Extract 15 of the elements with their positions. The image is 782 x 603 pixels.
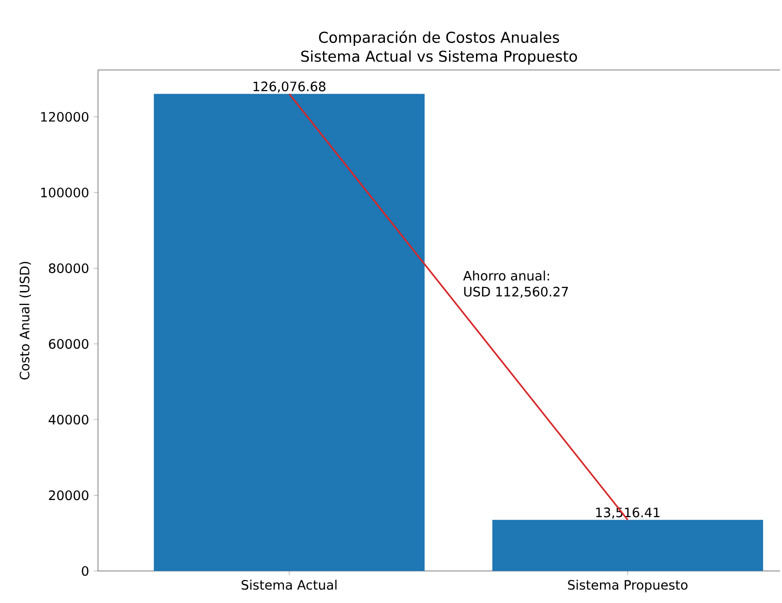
annotation: Ahorro anual:	[463, 270, 550, 281]
data-label: 126,076.68	[254, 82, 326, 93]
annotation: USD 112,560.27	[464, 286, 568, 298]
y-tick-label: 20000	[48, 490, 88, 500]
x-tick-label: Sistema Actual	[242, 580, 336, 590]
chart-subtitle: Sistema Actual vs Sistema Propuesto	[301, 50, 577, 65]
y-tick-label: 100000	[41, 188, 88, 198]
chart-title: Comparación de Costos Anuales	[319, 30, 560, 46]
y-tick-label: 0	[82, 566, 88, 576]
y-tick-label: 120000	[41, 112, 88, 122]
y-tick-label: 60000	[48, 339, 88, 349]
x-tick-label: Sistema Propuesto	[568, 580, 688, 592]
y-tick-label: 80000	[48, 263, 88, 274]
y-axis-title: Costo Anual (USD)	[19, 262, 31, 380]
y-tick-label: 40000	[48, 414, 88, 425]
